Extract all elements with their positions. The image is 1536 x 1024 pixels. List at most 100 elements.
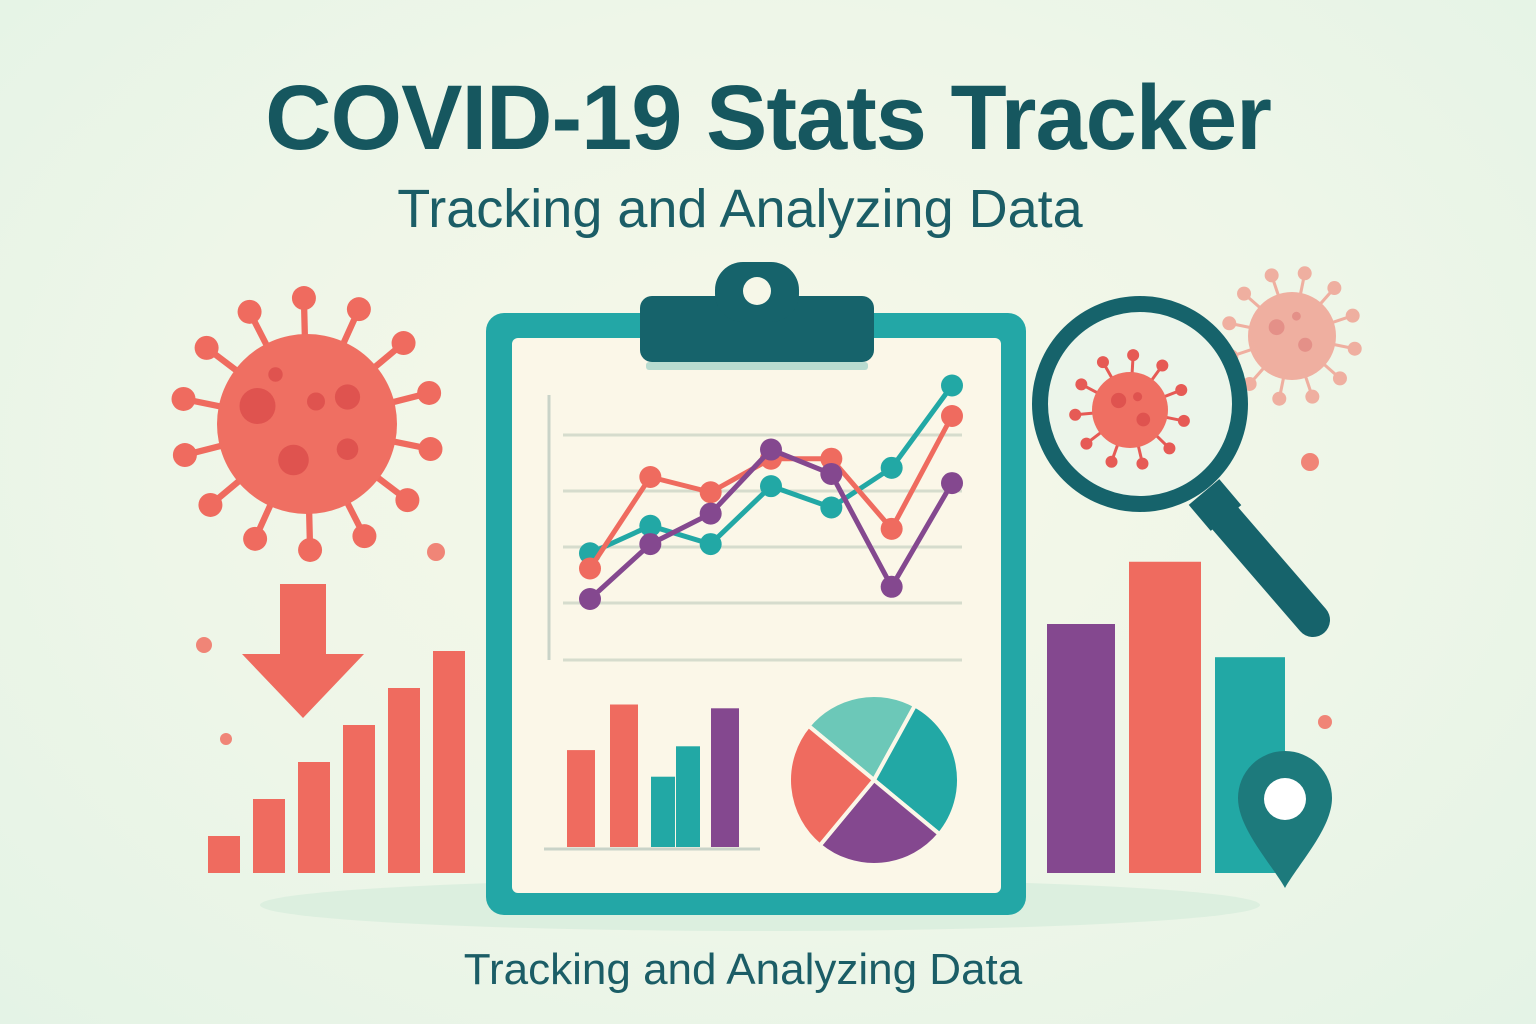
virus-spike-knob	[391, 331, 416, 356]
virus-spot	[1136, 412, 1151, 427]
right-bar	[1047, 624, 1115, 873]
virus-spike-knob	[1080, 437, 1093, 450]
line-point	[579, 557, 601, 580]
decorative-dots	[196, 453, 1332, 745]
line-chart-series	[579, 374, 963, 610]
virus-spike-knob	[1163, 442, 1176, 455]
virus-spike-knob	[1222, 316, 1237, 331]
virus-spot	[278, 444, 309, 476]
left-bar	[208, 836, 240, 873]
line-point	[941, 374, 963, 397]
virus-spike-knob	[237, 299, 262, 324]
left-bar	[388, 688, 420, 873]
virus-spot	[1292, 311, 1301, 321]
virus-spike-knob	[1175, 384, 1188, 397]
line-point	[820, 447, 843, 470]
virus-icon	[1222, 266, 1362, 406]
pie-chart-icon	[787, 693, 961, 867]
virus-spot	[1268, 319, 1285, 336]
virus-spike-knob	[172, 443, 197, 468]
virus-spike-knob	[417, 380, 442, 405]
mini-bar	[676, 746, 700, 847]
line-point	[699, 502, 722, 525]
virus-body	[217, 334, 397, 514]
virus-spike-knob	[1075, 378, 1088, 391]
mini-bar	[567, 750, 595, 847]
line-point	[760, 438, 782, 461]
line-point	[639, 466, 662, 488]
pie-slice	[805, 693, 918, 784]
left-bar	[343, 725, 375, 873]
virus-spike-knob	[1297, 266, 1312, 281]
virus-spot	[336, 438, 359, 460]
mini-bar-chart	[544, 704, 760, 851]
virus-icon	[171, 286, 443, 562]
virus-spike-knob	[291, 286, 316, 311]
virus-spike-knob	[1305, 389, 1320, 404]
virus-spike-knob	[198, 492, 223, 517]
line-point	[639, 533, 662, 556]
line-point	[820, 462, 843, 485]
magnifying-glass-icon	[1032, 296, 1330, 637]
page-title: COVID-19 Stats Tracker	[265, 67, 1272, 169]
virus-spike-knob	[1327, 281, 1342, 296]
line-point	[639, 514, 662, 537]
line-point	[699, 481, 722, 504]
virus-body	[1248, 292, 1336, 380]
virus-spike-knob	[1127, 349, 1140, 362]
virus-spot	[1133, 392, 1143, 402]
line-point	[880, 575, 903, 598]
virus-spike-knob	[1156, 359, 1169, 372]
virus-body	[1092, 372, 1168, 448]
virus-spot	[268, 367, 283, 382]
virus-spot	[239, 388, 276, 424]
line-point	[579, 588, 601, 610]
line-chart	[547, 374, 963, 662]
virus-spike-knob	[352, 524, 377, 549]
virus-spike-knob	[1136, 457, 1149, 470]
line-point	[880, 456, 903, 479]
down-arrow-icon	[242, 584, 364, 718]
left-bar-chart	[208, 651, 465, 873]
virus-spike-knob	[418, 437, 443, 462]
pie-slice	[871, 702, 961, 837]
virus-spike-knob	[1096, 356, 1109, 369]
virus-spike-knob	[346, 297, 371, 322]
line-point	[941, 405, 963, 427]
line-point	[880, 517, 903, 540]
virus-spike-knob	[194, 335, 219, 360]
left-bar	[433, 651, 465, 873]
page-subtitle: Tracking and Analyzing Data	[397, 179, 1083, 239]
pie-slice	[787, 723, 877, 849]
pie-slice	[817, 777, 943, 867]
line-point	[760, 475, 782, 498]
location-pin-icon	[1238, 751, 1332, 888]
virus-spike-knob	[1237, 286, 1252, 301]
virus-spot	[307, 392, 325, 411]
virus-spike-knob	[1272, 391, 1287, 406]
line-point	[941, 472, 963, 495]
right-bar	[1129, 561, 1201, 873]
virus-spot	[1111, 392, 1127, 409]
virus-spike-knob	[1069, 408, 1082, 421]
virus-spike-knob	[1105, 455, 1118, 468]
virus-spike-knob	[1332, 371, 1347, 386]
virus-spike-knob	[395, 488, 420, 513]
line-point	[699, 533, 722, 556]
virus-spike-knob	[1345, 308, 1360, 323]
footer-caption: Tracking and Analyzing Data	[463, 945, 1023, 994]
virus-spike-knob	[243, 526, 268, 551]
virus-spot	[334, 384, 361, 410]
virus-spike-knob	[1264, 268, 1279, 283]
virus-spike-knob	[171, 386, 196, 411]
mini-bar	[610, 704, 638, 847]
virus-spot	[1298, 337, 1313, 352]
left-bar	[253, 799, 285, 873]
left-bar	[298, 762, 330, 873]
virus-spike-knob	[298, 537, 323, 562]
virus-spike-knob	[1347, 341, 1362, 356]
virus-spike-knob	[1177, 414, 1190, 427]
mini-bar	[651, 776, 675, 847]
line-point	[820, 496, 843, 519]
